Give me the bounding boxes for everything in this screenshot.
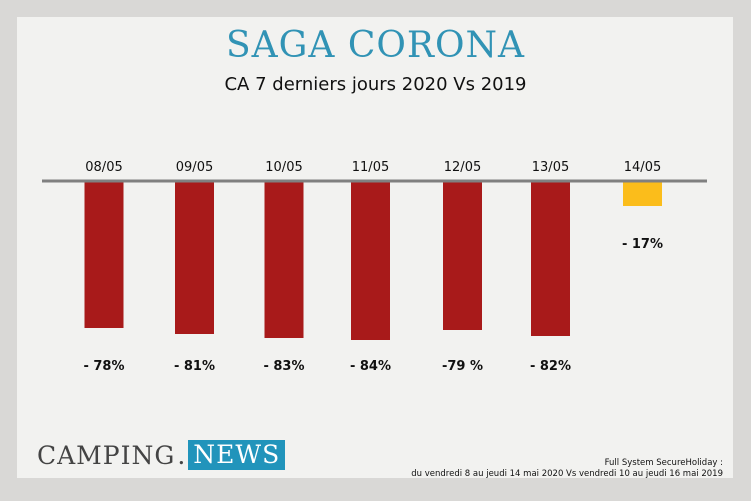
category-label: 08/05 [85, 160, 122, 175]
logo-camping-text: CAMPING [37, 440, 176, 470]
chart-title: SAGA CORONA [225, 25, 526, 66]
bar-09-05 [175, 182, 214, 334]
bar-14-05 [623, 182, 662, 206]
value-label: - 83% [263, 359, 304, 374]
bar-12-05 [443, 182, 482, 330]
category-label: 10/05 [265, 160, 302, 175]
bar-10-05 [264, 182, 304, 338]
category-labels-group: 08/05 09/05 10/05 11/05 12/05 13/05 14/05 [85, 160, 661, 175]
bar-08-05 [84, 182, 124, 328]
source-line-1: Full System SecureHoliday : [604, 458, 723, 468]
category-label: 13/05 [532, 160, 569, 175]
value-label: - 84% [350, 359, 391, 374]
logo-news-text: NEWS [188, 440, 286, 470]
value-label: - 81% [174, 359, 215, 374]
chart-subtitle: CA 7 derniers jours 2020 Vs 2019 [224, 74, 527, 95]
category-label: 14/05 [624, 160, 661, 175]
category-label: 11/05 [352, 160, 389, 175]
value-label: -79 % [442, 359, 483, 374]
category-label: 09/05 [176, 160, 213, 175]
logo-dot: . [177, 440, 186, 470]
bar-11-05 [351, 182, 390, 340]
bars-group [84, 182, 662, 340]
source-note: Full System SecureHoliday : du vendredi … [411, 458, 723, 480]
value-label: - 78% [83, 359, 124, 374]
source-line-2: du vendredi 8 au jeudi 14 mai 2020 Vs ve… [411, 469, 723, 479]
category-label: 12/05 [444, 160, 481, 175]
bar-13-05 [531, 182, 570, 336]
value-label: - 17% [622, 237, 663, 252]
value-label: - 82% [530, 359, 571, 374]
value-labels-group: - 78% - 81% - 83% - 84% -79 % - 82% - 17% [83, 237, 663, 374]
camping-news-logo: CAMPING . NEWS [37, 440, 286, 470]
